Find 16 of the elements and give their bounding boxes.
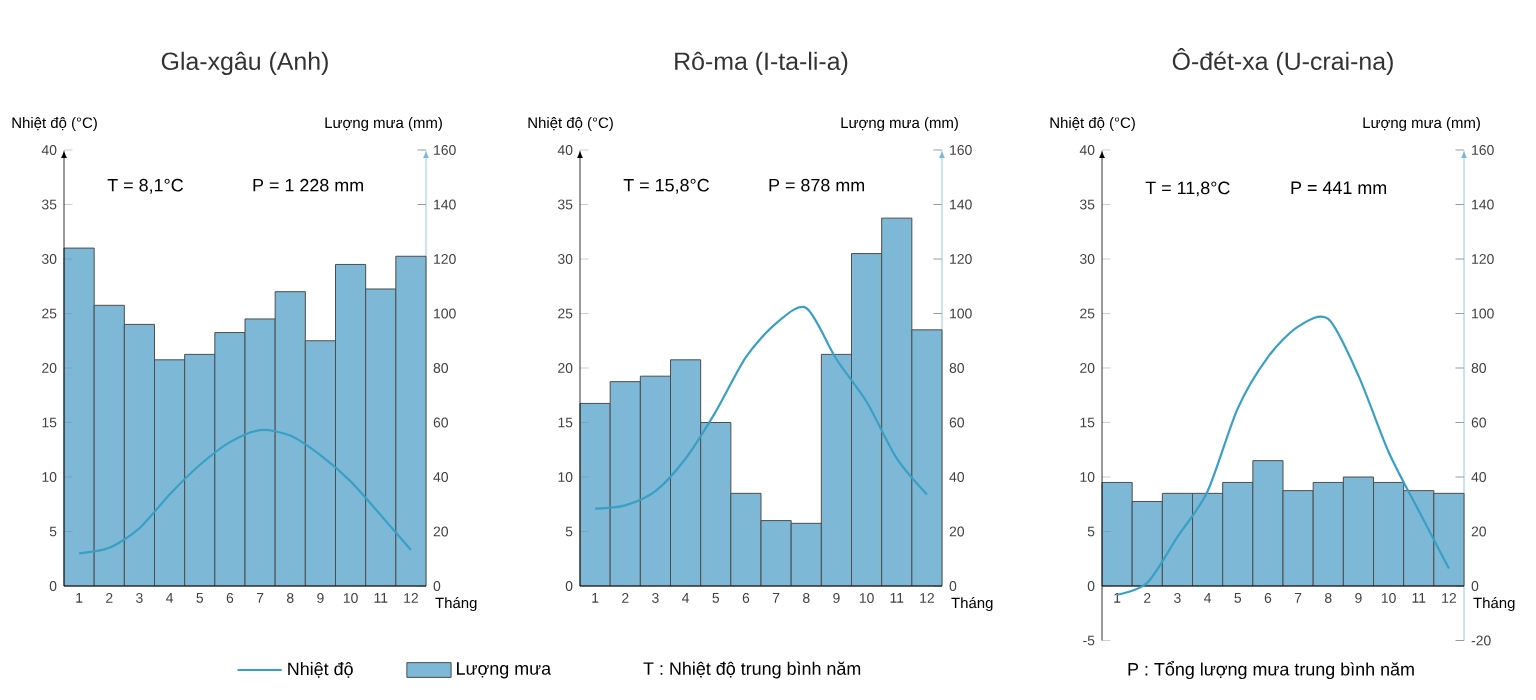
legend-label: Lượng mưa <box>457 662 552 679</box>
annotation: T = 15,8°C <box>623 178 709 194</box>
text: T : Nhiệt độ trung bình năm <box>643 661 861 679</box>
line-series <box>593 306 929 510</box>
chart-title: Gla-xgâu (Anh) <box>161 51 328 75</box>
line-series <box>1115 315 1451 596</box>
annotation: T = 11,8°C <box>1145 181 1230 197</box>
legend-label: Nhiệt độ <box>288 661 353 678</box>
annotation: P = 1 228 mm <box>253 178 363 192</box>
text: P : Tổng lượng mưa trung bình năm <box>1128 660 1414 680</box>
chart-title: Ô-đét-xa (U-crai-na) <box>1172 48 1393 75</box>
line-series <box>77 428 413 555</box>
chart-title: Rô-ma (I-ta-li-a) <box>675 51 848 75</box>
annotation: T = 8,1°C <box>107 178 184 194</box>
annotation: P = 441 mm <box>1291 181 1387 194</box>
annotation: P = 878 mm <box>769 178 865 192</box>
